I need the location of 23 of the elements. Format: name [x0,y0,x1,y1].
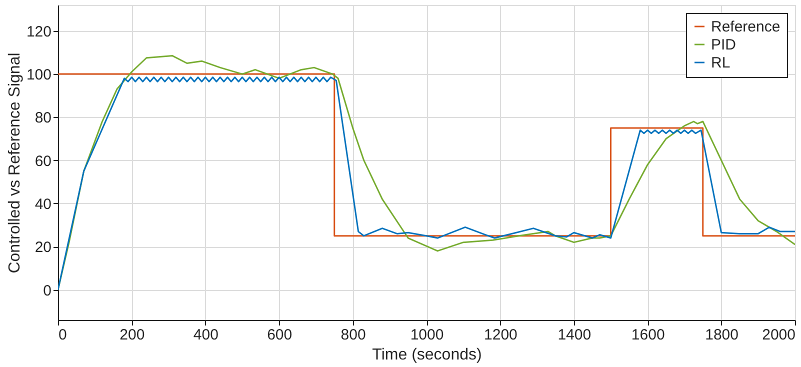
x-tick-label: 600 [267,326,292,344]
legend-label: Reference [711,18,780,36]
y-tick-label: 40 [34,196,52,213]
x-tick-label: 1600 [631,326,665,344]
x-tick-label: 2000 [762,326,796,344]
x-tick-label: 1800 [705,326,738,344]
x-tick-label: 0 [58,326,67,344]
legend-label: RL [711,54,730,72]
x-tick-label: 400 [193,326,218,344]
y-tick-label: 80 [34,110,52,127]
x-tick-label: 800 [340,326,366,344]
x-tick-label: 1400 [558,326,592,344]
x-tick-label: 200 [120,326,145,344]
y-tick-label: 0 [43,282,52,300]
y-tick-label: 100 [26,66,52,84]
y-axis-title: Controlled vs Reference Signal [6,52,24,274]
y-tick-label: 60 [34,152,52,170]
legend-label: PID [711,36,736,54]
x-tick-label: 1000 [410,326,444,344]
x-tick-label: 1200 [484,326,518,344]
x-axis-title: Time (seconds) [372,346,482,364]
y-tick-label: 120 [26,23,52,40]
y-tick-label: 20 [34,239,52,256]
